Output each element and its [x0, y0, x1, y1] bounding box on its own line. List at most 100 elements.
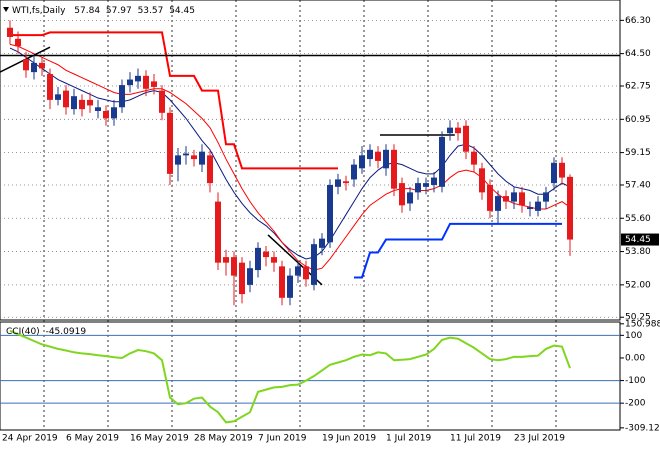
- cci-line: [9, 329, 571, 424]
- candle-body: [375, 151, 381, 161]
- cci-title: CCI(40) -45.0919: [6, 327, 86, 337]
- y-tick-label: 62.75: [625, 82, 651, 92]
- candle-body: [103, 110, 109, 119]
- x-tick-label: 7 Jun 2019: [258, 434, 307, 444]
- candle-body: [527, 207, 533, 210]
- y-tick-label: 57.40: [625, 180, 651, 190]
- candle-body: [391, 149, 397, 189]
- candle-body: [135, 75, 141, 82]
- high-value: 57.97: [106, 6, 132, 16]
- open-value: 57.84: [74, 6, 100, 16]
- y-tick-label: -200: [625, 399, 646, 409]
- candle-body: [503, 196, 509, 202]
- candle-body: [71, 96, 77, 110]
- candle-body: [343, 181, 349, 184]
- y-tick-label: 50.25: [625, 313, 651, 323]
- candle-body: [271, 257, 277, 263]
- candle-body: [199, 151, 205, 165]
- candle-body: [279, 266, 285, 298]
- candle-body: [223, 257, 229, 263]
- candle-body: [487, 184, 493, 211]
- low-value: 53.57: [138, 6, 164, 16]
- candle-body: [127, 79, 133, 86]
- candle-body: [55, 94, 61, 100]
- candle-body: [495, 196, 501, 211]
- y-tick-label: 64.50: [625, 49, 651, 59]
- indicator-line: [354, 222, 562, 279]
- candle-body: [423, 183, 429, 187]
- candle-body: [183, 153, 189, 156]
- candle-body: [175, 155, 181, 165]
- candle-body: [215, 201, 221, 263]
- x-tick-label: 16 May 2019: [130, 434, 189, 444]
- candle-body: [535, 201, 541, 211]
- candle-body: [351, 164, 357, 180]
- menu-arrow: [3, 7, 9, 12]
- candle-body: [239, 262, 245, 295]
- candle-body: [439, 136, 445, 187]
- candle-body: [311, 244, 317, 285]
- candle-body: [159, 90, 165, 113]
- last-price-label: 54.45: [625, 235, 651, 245]
- candle-body: [111, 107, 117, 119]
- candle-body: [335, 179, 341, 187]
- candle-body: [263, 251, 269, 258]
- candle-body: [559, 162, 565, 178]
- candle-body: [295, 266, 301, 276]
- candle-body: [191, 155, 197, 160]
- y-tick-label: 150.9883: [625, 319, 660, 329]
- candle-body: [319, 238, 325, 248]
- candle-body: [551, 162, 557, 184]
- y-tick-label: 52.00: [625, 280, 651, 290]
- candle-body: [15, 38, 21, 47]
- candle-body: [47, 73, 53, 100]
- candle-body: [87, 99, 93, 106]
- last-price-box: [621, 233, 659, 246]
- candle-body: [7, 27, 13, 37]
- candle-body: [383, 149, 389, 169]
- candle-body: [119, 85, 125, 108]
- y-tick-label: -100: [625, 376, 646, 386]
- candle-body: [255, 247, 261, 271]
- cci-panel: [0, 321, 621, 431]
- candle-body: [247, 268, 253, 285]
- candle-body: [207, 155, 213, 184]
- candle-body: [399, 183, 405, 206]
- x-tick-label: 28 May 2019: [194, 434, 253, 444]
- candle-body: [79, 99, 85, 110]
- marks: [0, 20, 620, 424]
- cci-name: CCI(40): [6, 327, 40, 337]
- y-tick-label: -309.121: [625, 423, 660, 433]
- x-tick-label: 1 Jul 2019: [386, 434, 431, 444]
- candle-body: [63, 90, 69, 108]
- cci-value: -45.0919: [46, 327, 87, 337]
- y-tick-label: 0.00: [625, 353, 645, 363]
- symbol: WTI,fs,Daily: [12, 6, 66, 16]
- candle-body: [471, 151, 477, 165]
- candle-body: [543, 192, 549, 202]
- candle-body: [519, 192, 525, 206]
- x-tick-label: 11 Jul 2019: [450, 434, 501, 444]
- candle-body: [431, 177, 437, 185]
- indicator-line: [9, 47, 571, 260]
- chart-title: WTI,fs,Daily 57.84 57.97 53.57 54.45: [12, 6, 195, 16]
- y-tick-label: 55.60: [625, 214, 651, 224]
- candle-body: [95, 107, 101, 111]
- candle-body: [143, 75, 149, 89]
- candle-body: [167, 112, 173, 174]
- candle-body: [359, 155, 365, 169]
- close-value: 54.45: [169, 6, 195, 16]
- y-tick-label: 60.95: [625, 115, 651, 125]
- candle-body: [479, 168, 485, 193]
- indicator-line: [9, 43, 571, 271]
- candle-body: [23, 59, 29, 71]
- y-tick-label: 66.30: [625, 16, 651, 26]
- grid: [0, 0, 624, 430]
- candle-body: [415, 183, 421, 193]
- candle-body: [567, 176, 573, 240]
- candle-body: [39, 62, 45, 69]
- x-tick-label: 6 May 2019: [66, 434, 119, 444]
- candle-body: [303, 266, 309, 280]
- candle-body: [511, 192, 517, 202]
- y-tick-label: 59.15: [625, 148, 651, 158]
